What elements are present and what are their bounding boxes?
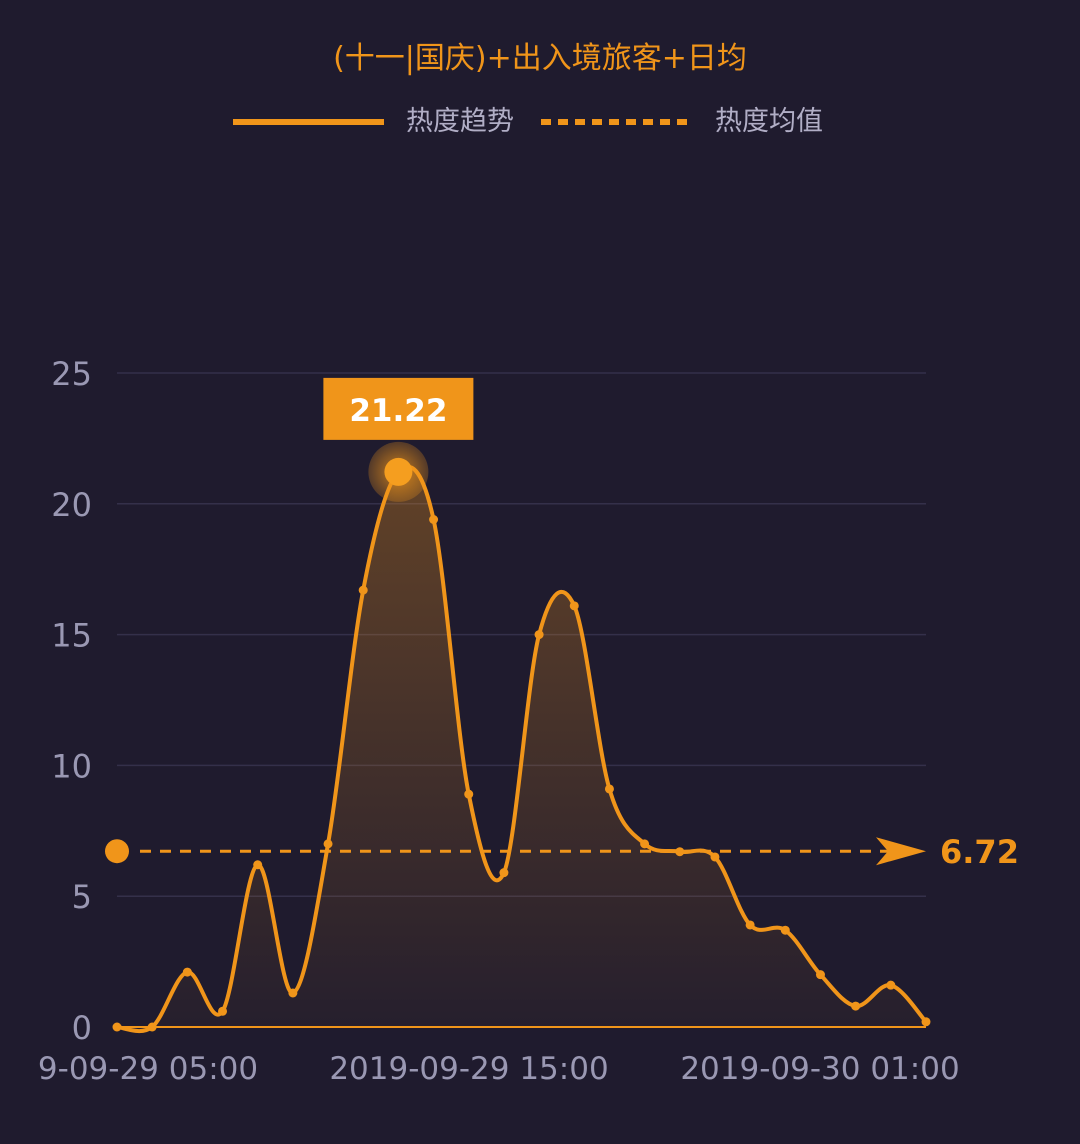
data-point — [780, 925, 790, 935]
data-point — [815, 970, 825, 980]
data-point — [253, 860, 263, 870]
legend: 热度趋势 热度均值 — [233, 106, 823, 137]
peak-marker-layer: 21.22 — [323, 377, 474, 502]
data-point — [640, 839, 650, 849]
data-point — [886, 980, 896, 990]
y-tick-label: 20 — [51, 486, 92, 524]
y-tick-label: 0 — [72, 1009, 92, 1047]
legend-label-trend: 热度趋势 — [406, 106, 514, 137]
x-axis-ticks: 9-09-29 05:00 2019-09-29 15:00 2019-09-30 … — [38, 1051, 960, 1087]
chart-title: (十一|国庆)+出入境旅客+日均 — [333, 41, 747, 76]
x-tick-label: 2019-09-30 01:00 — [680, 1051, 959, 1087]
data-point — [218, 1006, 228, 1016]
peak-value-label: 21.22 — [349, 393, 447, 429]
series-area — [117, 466, 926, 1032]
average-line-layer: 6.72 — [105, 833, 1019, 871]
data-point — [921, 1017, 931, 1027]
data-point — [464, 789, 474, 799]
data-point — [429, 514, 439, 524]
y-tick-label: 15 — [51, 617, 92, 655]
average-value-label: 6.72 — [940, 833, 1019, 871]
y-axis-ticks: 0 5 10 15 20 25 — [51, 355, 92, 1047]
x-tick-label: 2019-09-29 15:00 — [329, 1051, 608, 1087]
data-point — [147, 1022, 157, 1032]
data-point — [675, 847, 685, 857]
area-fill-layer — [117, 466, 926, 1032]
data-point — [745, 920, 755, 930]
data-point — [499, 868, 509, 878]
data-point — [112, 1022, 122, 1032]
average-arrow-icon — [876, 837, 926, 866]
x-tick-label: 9-09-29 05:00 — [38, 1051, 258, 1087]
y-tick-label: 5 — [72, 878, 92, 916]
data-point — [710, 852, 720, 862]
data-point — [569, 601, 579, 611]
average-start-dot — [105, 839, 129, 864]
data-point — [534, 630, 544, 640]
data-point — [182, 967, 192, 977]
data-point — [288, 988, 298, 998]
data-point — [851, 1001, 861, 1011]
peak-dot — [384, 457, 413, 486]
data-point — [358, 585, 368, 595]
data-point — [604, 784, 614, 794]
y-tick-label: 25 — [51, 355, 92, 393]
data-points — [112, 467, 931, 1032]
peak-label-box — [323, 377, 474, 440]
legend-label-average: 热度均值 — [715, 106, 823, 137]
y-tick-label: 10 — [51, 747, 92, 785]
data-point — [323, 839, 333, 849]
